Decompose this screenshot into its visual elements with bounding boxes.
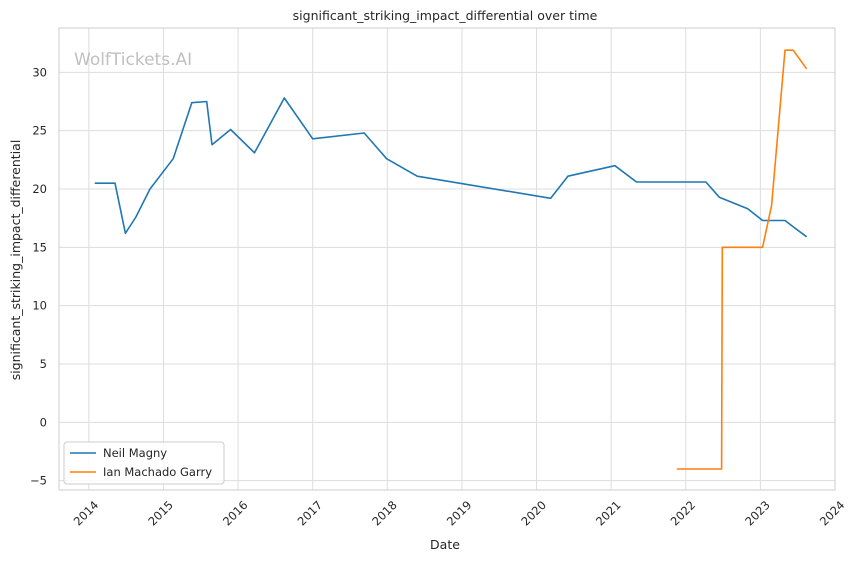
x-tick-label: 2020 (518, 498, 549, 529)
watermark: WolfTickets.AI (74, 50, 192, 70)
x-tick-label: 2017 (295, 498, 326, 529)
legend: Neil Magny Ian Machado Garry (63, 441, 225, 485)
legend-label-ian-machado-garry: Ian Machado Garry (103, 465, 212, 479)
x-tick-label: 2023 (742, 498, 773, 529)
y-tick-label: 30 (32, 65, 47, 79)
y-tick-label: 25 (32, 124, 47, 138)
legend-label-neil-magny: Neil Magny (103, 446, 167, 460)
legend-box (63, 441, 225, 485)
plot-frame (58, 27, 836, 491)
grid (59, 28, 836, 490)
series-lines (94, 49, 808, 470)
x-tick-label: 2018 (369, 498, 400, 529)
x-tick-label: 2019 (444, 498, 475, 529)
y-tick-label: 20 (32, 182, 47, 196)
series-line-ian-machado-garry (676, 49, 808, 470)
y-tick-label: 5 (40, 357, 47, 371)
x-tick-label: 2014 (71, 498, 102, 529)
y-axis-label: significant_striking_impact_differential (8, 140, 23, 381)
x-tick-label: 2024 (817, 498, 848, 529)
series-line-neil-magny (94, 97, 808, 238)
x-axis-label: Date (430, 537, 460, 552)
x-tick-labels: 2014 2015 2016 2017 2018 2019 2020 2021 2022 2023… (71, 498, 848, 529)
chart-title: significant_striking_impact_differential… (293, 8, 598, 23)
y-tick-label: 15 (32, 240, 47, 254)
x-tick-label: 2021 (593, 498, 624, 529)
y-tick-label: 0 (40, 415, 47, 429)
x-tick-label: 2016 (220, 498, 251, 529)
x-tick-label: 2022 (668, 498, 699, 529)
x-tick-label: 2015 (145, 498, 176, 529)
y-tick-label: −5 (30, 474, 47, 488)
y-tick-labels: −5 0 5 10 15 20 25 30 (30, 65, 47, 487)
y-tick-label: 10 (32, 299, 47, 313)
